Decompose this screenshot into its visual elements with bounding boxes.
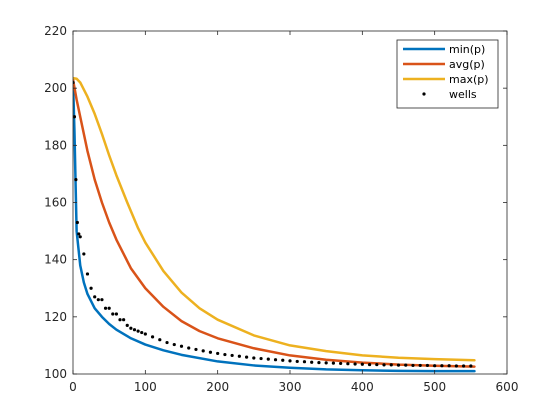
well-point <box>103 306 108 310</box>
well-point <box>331 361 335 365</box>
well-point <box>469 364 473 368</box>
well-point <box>396 363 401 367</box>
well-point <box>125 323 129 328</box>
well-point <box>172 342 176 347</box>
well-point <box>237 354 241 358</box>
y-tick-label: 120 <box>44 310 67 324</box>
legend: min(p) avg(p) max(p) wells <box>396 39 499 109</box>
x-tick-label: 400 <box>351 380 374 394</box>
x-tick-label: 600 <box>496 380 519 394</box>
well-point <box>324 361 328 365</box>
well-point <box>259 356 263 361</box>
legend-marker-sample <box>422 92 426 96</box>
y-tick-label: 140 <box>44 253 67 267</box>
x-axis: 0 100 200 300 400 500 600 <box>69 31 518 394</box>
well-point <box>82 252 86 256</box>
well-point <box>140 330 144 335</box>
well-point <box>440 364 444 368</box>
well-point <box>73 115 77 119</box>
well-point <box>96 298 100 302</box>
legend-label: min(p) <box>449 43 485 56</box>
well-point <box>179 344 184 348</box>
well-point <box>266 357 270 361</box>
well-point <box>360 362 364 366</box>
y-tick-label: 100 <box>44 367 67 381</box>
series-line-minp <box>73 78 476 373</box>
legend-box <box>396 39 499 109</box>
well-point <box>353 362 357 366</box>
well-point <box>216 351 220 356</box>
well-point <box>310 360 314 364</box>
x-tick-label: 300 <box>279 380 302 394</box>
well-point <box>136 329 140 333</box>
well-point <box>201 349 205 353</box>
well-point <box>418 363 422 368</box>
y-tick-label: 180 <box>44 138 67 152</box>
well-point <box>447 364 451 368</box>
well-point <box>404 363 408 367</box>
y-tick-label: 220 <box>44 24 67 38</box>
legend-label: max(p) <box>449 73 489 86</box>
series-layer <box>73 76 476 373</box>
well-point <box>74 178 78 182</box>
well-point <box>118 318 122 322</box>
well-point <box>288 359 292 363</box>
well-point <box>433 364 437 368</box>
y-tick-label: 160 <box>44 196 67 210</box>
well-point <box>93 295 97 299</box>
well-point <box>346 362 350 366</box>
well-point <box>143 332 147 336</box>
well-point <box>317 360 321 365</box>
well-point <box>252 356 256 360</box>
well-point <box>230 353 234 358</box>
well-point <box>100 298 104 302</box>
well-point <box>194 347 198 352</box>
well-point <box>375 362 379 367</box>
series-line-maxp <box>73 76 476 362</box>
well-point <box>281 358 285 362</box>
well-point <box>85 272 90 276</box>
y-axis: 100 120 140 160 180 200 220 <box>44 24 507 381</box>
well-point <box>75 220 79 225</box>
well-point <box>382 363 386 367</box>
well-point <box>114 312 118 316</box>
x-tick-label: 100 <box>134 380 157 394</box>
well-point <box>107 306 111 310</box>
well-point <box>245 355 249 359</box>
well-point <box>77 232 81 236</box>
legend-label: avg(p) <box>449 58 485 71</box>
well-point <box>129 326 133 330</box>
legend-label: wells <box>449 88 477 101</box>
x-tick-label: 200 <box>206 380 229 394</box>
well-point <box>122 318 126 322</box>
y-tick-label: 200 <box>44 81 67 95</box>
well-point <box>150 335 155 339</box>
well-point <box>132 328 137 332</box>
well-point <box>158 338 162 342</box>
series-line-avgp <box>73 78 476 368</box>
well-point <box>454 364 458 368</box>
well-point <box>462 364 466 368</box>
well-point <box>187 346 191 350</box>
well-point <box>411 363 415 368</box>
well-point <box>302 360 307 364</box>
well-point <box>425 363 430 368</box>
well-point <box>273 358 278 362</box>
well-point <box>367 362 372 367</box>
well-point <box>295 359 299 364</box>
well-point <box>165 340 169 345</box>
well-point <box>339 361 343 366</box>
well-point <box>223 352 227 357</box>
well-point <box>208 350 213 354</box>
well-point <box>89 286 93 290</box>
well-point <box>78 235 82 239</box>
well-point <box>111 312 115 316</box>
x-tick-label: 0 <box>69 380 77 394</box>
x-tick-label: 500 <box>423 380 446 394</box>
well-point <box>389 363 393 367</box>
